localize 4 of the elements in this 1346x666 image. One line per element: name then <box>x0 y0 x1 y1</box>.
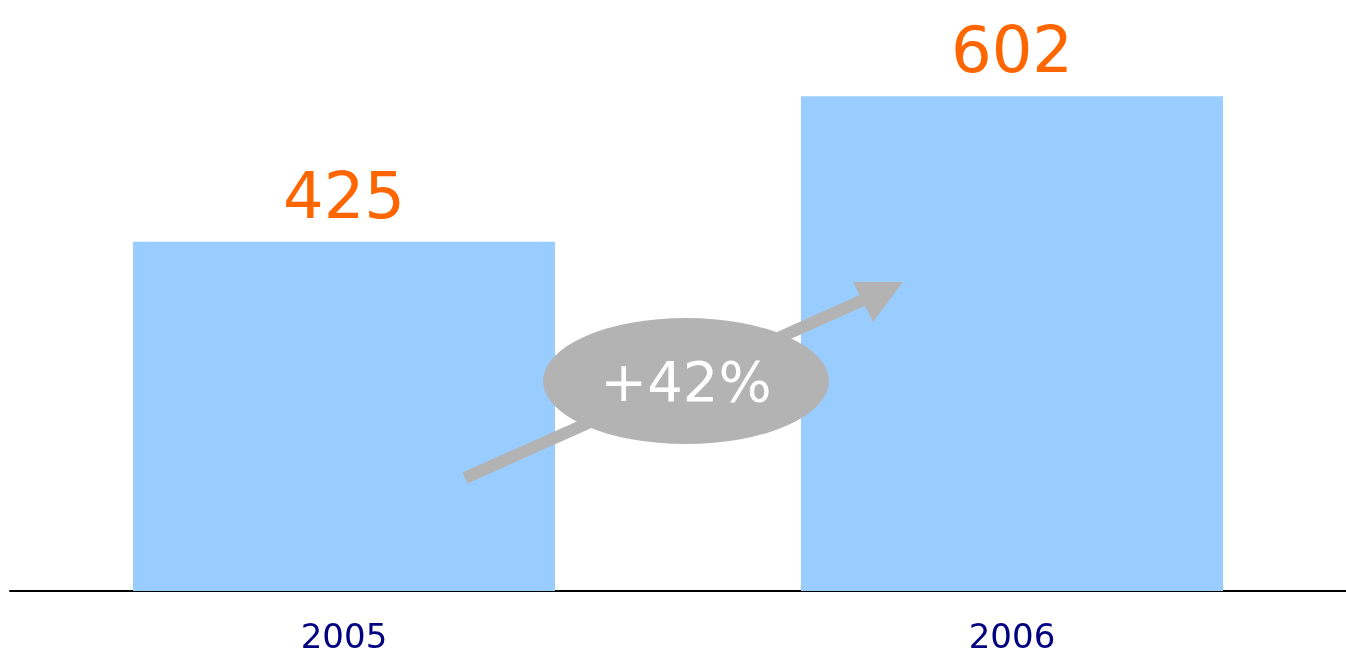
x-tick-label: 2005 <box>300 616 388 656</box>
data-label: 602 <box>950 13 1074 88</box>
data-label: 425 <box>282 158 406 233</box>
x-tick-label: 2006 <box>968 616 1056 656</box>
